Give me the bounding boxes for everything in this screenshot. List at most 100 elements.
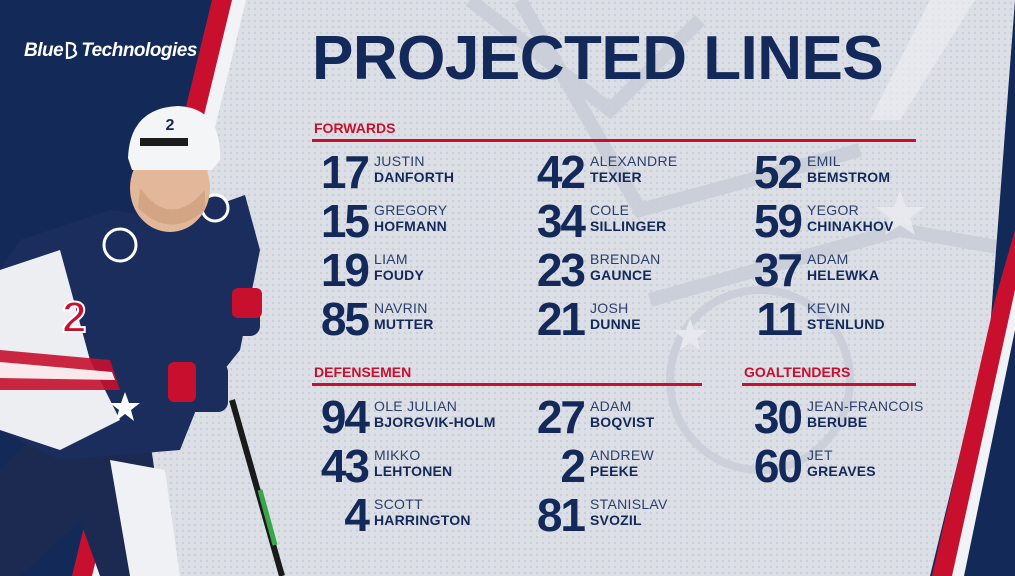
player-name: STANISLAV SVOZIL <box>590 496 668 529</box>
player-number: 34 <box>536 195 586 247</box>
jersey-number-sleeve: 2 <box>62 293 86 342</box>
player-name: EMIL BEMSTROM <box>807 153 890 186</box>
player-last-name: SVOZIL <box>590 512 642 528</box>
forwards-rule <box>312 139 916 142</box>
defensemen-rule <box>312 383 702 386</box>
player-last-name: STENLUND <box>807 316 885 332</box>
star-watermark-icon <box>673 190 924 350</box>
player-name: JUSTIN DANFORTH <box>374 153 454 186</box>
player-first-name: OLE JULIAN <box>374 398 458 414</box>
player-first-name: COLE <box>590 202 630 218</box>
top-right-white-stripe <box>870 0 975 120</box>
player-name: YEGOR CHINAKHOV <box>807 202 894 235</box>
goaltenders-heading: GOALTENDERS <box>744 364 851 380</box>
player-first-name: JOSH <box>590 300 629 316</box>
brand-mark-icon <box>66 41 78 59</box>
player-number: 94 <box>320 391 370 443</box>
player-last-name: BJORGVIK-HOLM <box>374 414 496 430</box>
player-number: 37 <box>753 244 803 296</box>
player-first-name: YEGOR <box>807 202 860 218</box>
player-number: 23 <box>536 244 586 296</box>
player-last-name: LEHTONEN <box>374 463 453 479</box>
player-last-name: SILLINGER <box>590 218 667 234</box>
player-last-name: BEMSTROM <box>807 169 891 185</box>
player-last-name: HELEWKA <box>807 267 880 283</box>
player-name: LIAM FOUDY <box>374 251 424 284</box>
player-number: 42 <box>536 146 586 198</box>
player-name: SCOTT HARRINGTON <box>374 496 471 529</box>
player-number: 17 <box>320 146 370 198</box>
player-name: ADAM BOQVIST <box>590 398 654 431</box>
player-first-name: JUSTIN <box>374 153 425 169</box>
player-number: 30 <box>753 391 803 443</box>
player-number: 60 <box>753 440 803 492</box>
player-first-name: ADAM <box>590 398 632 414</box>
brand-text-left: Blue <box>24 40 64 61</box>
player-name: GREGORY HOFMANN <box>374 202 447 235</box>
player-name: ALEXANDRE TEXIER <box>590 153 678 186</box>
player-number: 52 <box>753 146 803 198</box>
player-number: 2 <box>560 440 586 492</box>
player-name: JEAN-FRANCOIS BERUBE <box>807 398 924 431</box>
player-first-name: BRENDAN <box>590 251 661 267</box>
player-name: JOSH DUNNE <box>590 300 641 333</box>
player-first-name: GREGORY <box>374 202 448 218</box>
player-name: JET GREAVES <box>807 447 876 480</box>
player-number: 81 <box>536 489 586 541</box>
page-title: PROJECTED LINES <box>312 24 884 93</box>
player-last-name: MUTTER <box>374 316 434 332</box>
player-last-name: BOQVIST <box>590 414 655 430</box>
hockey-player-photo: 2 2 <box>0 106 285 576</box>
player-number: 27 <box>536 391 586 443</box>
player-last-name: DUNNE <box>590 316 641 332</box>
right-red-stripe <box>932 230 1015 576</box>
player-number: 59 <box>753 195 803 247</box>
player-first-name: ALEXANDRE <box>590 153 678 169</box>
player-first-name: SCOTT <box>374 496 423 512</box>
player-name: BRENDAN GAUNCE <box>590 251 661 284</box>
player-first-name: MIKKO <box>374 447 421 463</box>
star-logo-watermark-icon <box>465 0 1015 474</box>
player-last-name: FOUDY <box>374 267 424 283</box>
player-first-name: STANISLAV <box>590 496 668 512</box>
player-first-name: KEVIN <box>807 300 851 316</box>
goaltenders-rule <box>742 383 916 386</box>
forwards-heading: FORWARDS <box>314 120 396 136</box>
player-last-name: CHINAKHOV <box>807 218 894 234</box>
player-name: MIKKO LEHTONEN <box>374 447 452 480</box>
defensemen-heading: DEFENSEMEN <box>314 364 412 380</box>
player-last-name: HARRINGTON <box>374 512 471 528</box>
player-first-name: EMIL <box>807 153 841 169</box>
player-number: 85 <box>320 293 370 345</box>
player-first-name: JET <box>807 447 833 463</box>
player-first-name: JEAN-FRANCOIS <box>807 398 924 414</box>
player-number: 19 <box>320 244 370 296</box>
player-number: 4 <box>344 489 370 541</box>
player-name: NAVRIN MUTTER <box>374 300 434 333</box>
player-last-name: HOFMANN <box>374 218 447 234</box>
player-number: 43 <box>320 440 370 492</box>
right-white-stripe <box>952 290 1015 576</box>
player-name: OLE JULIAN BJORGVIK-HOLM <box>374 398 496 431</box>
player-name: ADAM HELEWKA <box>807 251 879 284</box>
player-name: KEVIN STENLUND <box>807 300 885 333</box>
player-last-name: DANFORTH <box>374 169 455 185</box>
player-last-name: BERUBE <box>807 414 868 430</box>
player-number: 11 <box>756 293 803 345</box>
player-first-name: ANDREW <box>590 447 655 463</box>
player-first-name: LIAM <box>374 251 408 267</box>
player-name: COLE SILLINGER <box>590 202 666 235</box>
player-first-name: ADAM <box>807 251 849 267</box>
player-number: 21 <box>536 293 586 345</box>
player-first-name: NAVRIN <box>374 300 428 316</box>
brand-text-right: Technologies <box>81 40 197 61</box>
helmet-number: 2 <box>166 117 175 134</box>
player-number: 15 <box>320 195 370 247</box>
player-last-name: GAUNCE <box>590 267 652 283</box>
player-name: ANDREW PEEKE <box>590 447 654 480</box>
player-last-name: PEEKE <box>590 463 639 479</box>
player-last-name: TEXIER <box>590 169 642 185</box>
player-last-name: GREAVES <box>807 463 876 479</box>
sponsor-logo: Blue Technologies <box>24 40 197 62</box>
